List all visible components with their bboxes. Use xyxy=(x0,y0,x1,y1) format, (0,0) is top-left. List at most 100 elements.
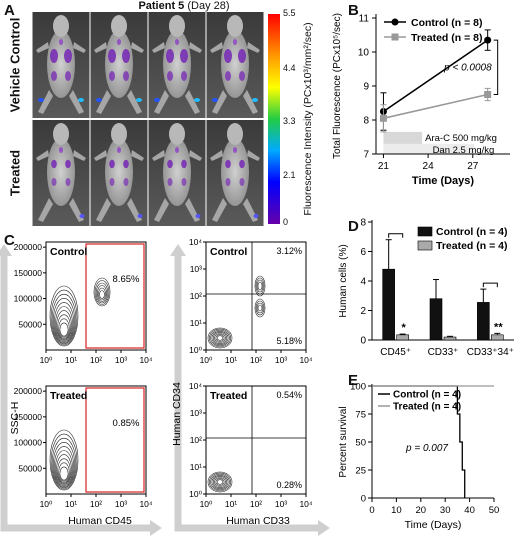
density-contour xyxy=(254,298,266,318)
fluorescence-spot xyxy=(65,178,71,186)
data-point xyxy=(484,36,492,44)
legend-label: Treated (n = 8) xyxy=(411,32,482,44)
fluorescence-spot xyxy=(175,147,179,153)
y-tick-label: 100000 xyxy=(14,438,43,448)
y-tick-label: 50 xyxy=(355,438,366,449)
density-contour xyxy=(209,472,232,492)
significance-marker: * xyxy=(402,322,407,334)
colorbar xyxy=(268,14,280,224)
y-tick-label: 10⁴ xyxy=(189,381,202,391)
x-tick-label: 10 xyxy=(391,505,402,516)
fluorescence-spot xyxy=(252,98,258,102)
mouse-forelimb xyxy=(189,42,202,53)
fluorescence-spot xyxy=(65,71,71,81)
x-tick-label: 10² xyxy=(250,499,262,509)
legend-swatch xyxy=(417,226,433,237)
colorbar-label: Fluorescence Intensity (PCx10³/mm²/sec) xyxy=(302,22,314,216)
x-tick-label: 10² xyxy=(90,499,102,509)
mouse-forelimb xyxy=(189,150,202,161)
gate-box xyxy=(85,387,145,493)
fluorescence-spot xyxy=(194,98,200,102)
flow-plot: 10⁰ 10¹ 10² 10³ 10⁴ 10⁰ 10¹ 10² 10³ 10⁴ 0.54% 0.28%… xyxy=(189,381,313,509)
fluorescence-spot xyxy=(175,39,179,45)
density-contour xyxy=(95,282,109,304)
quadrant-percentage: 0.54% xyxy=(276,390,302,400)
fluorescence-spot xyxy=(51,178,57,186)
density-contour xyxy=(58,462,70,482)
density-contour xyxy=(93,277,111,307)
legend-label: Treated (n = 4) xyxy=(393,402,461,413)
fluorescence-spot xyxy=(224,49,232,63)
y-tick-label: 75 xyxy=(355,410,366,421)
mouse-head xyxy=(111,123,127,145)
mouse-image xyxy=(206,120,264,226)
panel-d-letter: D xyxy=(348,218,359,235)
mouse-body xyxy=(221,138,249,206)
y-tick-label: 150000 xyxy=(14,268,43,278)
y-tick-label: 25 xyxy=(355,466,366,477)
y-tick-label: 11 xyxy=(359,14,370,25)
plot-title: Control xyxy=(50,246,87,258)
y-tick-label: 7 xyxy=(363,150,369,161)
density-contour xyxy=(56,454,72,484)
x-axis-label: Time (Days) xyxy=(405,519,462,531)
density-contour xyxy=(210,473,230,491)
mouse-hindlimb xyxy=(69,90,84,114)
fluorescence-spot xyxy=(167,178,173,186)
row-label-treated: Treated xyxy=(7,149,23,197)
y-tick-label: 10⁰ xyxy=(189,489,202,499)
mouse-hindlimb xyxy=(38,198,53,222)
fluorescence-spot xyxy=(123,159,129,169)
fluorescence-spot xyxy=(233,147,237,153)
y-tick-label: 10¹ xyxy=(190,462,202,472)
mouse-image xyxy=(32,120,90,226)
x-tick-label: 10⁴ xyxy=(299,499,312,509)
mouse-forelimb xyxy=(73,150,86,161)
x-tick-label: 10³ xyxy=(275,355,287,365)
mouse-image xyxy=(206,12,264,118)
y-tick-label: 200000 xyxy=(14,386,43,396)
mouse-head xyxy=(169,123,185,145)
y-tick-label: 4 xyxy=(360,277,366,288)
density-contour xyxy=(94,280,110,305)
density-contour xyxy=(54,446,74,486)
legend-marker xyxy=(391,18,399,26)
panel-b-letter: B xyxy=(348,2,359,19)
mouse-forelimb xyxy=(131,42,144,53)
fluorescence-spot xyxy=(212,98,218,102)
gate-box xyxy=(85,243,145,349)
series-line xyxy=(382,39,489,113)
y-tick-label: 100 xyxy=(350,382,366,393)
plot-title: Treated xyxy=(50,390,87,402)
y-tick-label: 10³ xyxy=(190,408,202,418)
p-value-annotation: p = 0.007 xyxy=(405,443,448,454)
bar xyxy=(491,334,504,341)
panel-a-letter: A xyxy=(4,2,15,19)
density-contour xyxy=(254,275,266,297)
bar xyxy=(396,334,409,341)
mouse-hindlimb xyxy=(243,90,258,114)
x-tick-label: 10¹ xyxy=(225,355,237,365)
legend-label: Control (n = 8) xyxy=(411,17,482,29)
row-label-control-wrap: Vehicle Control xyxy=(0,12,30,118)
y-tick-label: 10³ xyxy=(190,264,202,274)
density-contour xyxy=(255,300,265,316)
x-tick-label: 10⁰ xyxy=(40,499,53,509)
fluorescence-spot xyxy=(167,159,173,169)
plot-frame xyxy=(45,241,147,351)
density-contour xyxy=(207,471,233,493)
colorbar-label-wrap: Fluorescence Intensity (PCx10³/mm²/sec) xyxy=(296,14,320,224)
y-axis-label: Total Fluorescence (PCx10⁵/sec) xyxy=(332,13,343,159)
flow-plot: 10⁰ 10¹ 10² 10³ 10⁴ 10⁰ 10¹ 10² 10³ 10⁴ 3.12% 5.18%… xyxy=(189,237,313,365)
fluorescence-spot xyxy=(166,49,174,63)
fluorescence-spot xyxy=(137,214,143,218)
legend-label: Control (n = 4) xyxy=(436,226,507,238)
fluorescence-spot xyxy=(64,49,72,63)
category-label: CD33⁺34⁺ xyxy=(467,347,514,358)
x-tick-label: 30 xyxy=(440,505,451,516)
mouse-forelimb xyxy=(94,42,107,53)
plot-frame xyxy=(45,385,147,495)
y-tick-label: 8 xyxy=(360,218,366,229)
panel-c-letter: C xyxy=(4,232,15,249)
mouse-body xyxy=(47,138,75,206)
